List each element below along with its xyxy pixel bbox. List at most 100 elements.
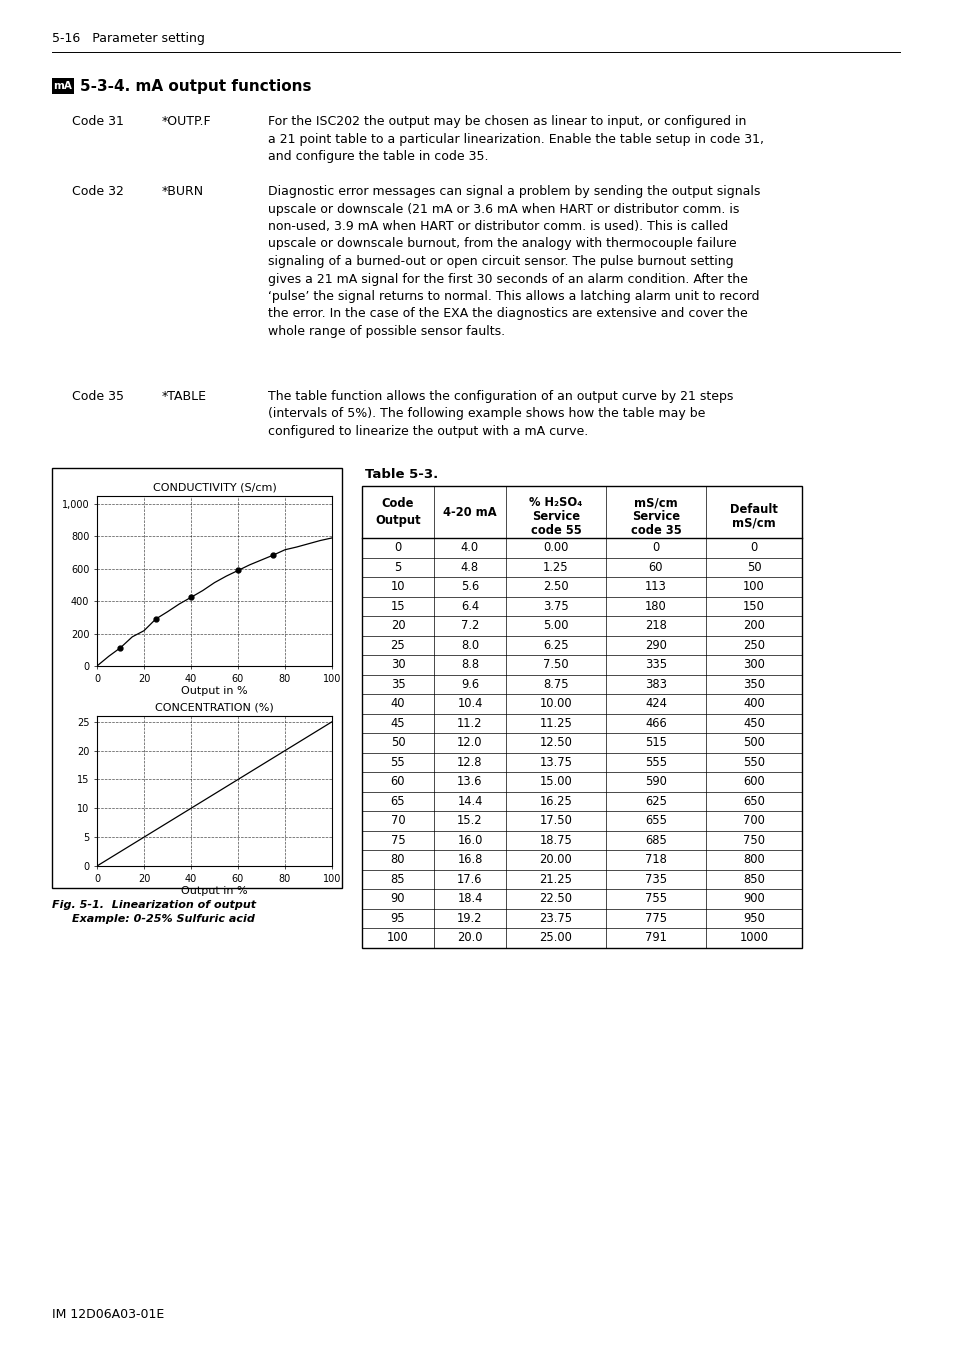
Text: 60: 60: [648, 560, 662, 574]
Text: 250: 250: [742, 639, 764, 652]
Text: 17.50: 17.50: [539, 814, 572, 828]
Text: 20.00: 20.00: [539, 853, 572, 867]
Text: 45: 45: [391, 717, 405, 730]
Text: 11.25: 11.25: [539, 717, 572, 730]
Text: 10.4: 10.4: [456, 697, 482, 710]
Text: 655: 655: [644, 814, 666, 828]
Text: 335: 335: [644, 659, 666, 671]
Text: 424: 424: [644, 697, 666, 710]
Text: 10: 10: [391, 580, 405, 593]
Text: 12.8: 12.8: [456, 756, 482, 768]
Text: 791: 791: [644, 931, 666, 944]
Text: *OUTP.F: *OUTP.F: [162, 115, 212, 128]
Text: 735: 735: [644, 872, 666, 886]
Text: 25.00: 25.00: [539, 931, 572, 944]
Text: 65: 65: [391, 795, 405, 807]
Text: 4-20 mA: 4-20 mA: [443, 505, 497, 518]
Text: 625: 625: [644, 795, 666, 807]
Text: mS/cm: mS/cm: [634, 495, 678, 509]
X-axis label: Output in %: Output in %: [181, 887, 248, 896]
Text: 11.2: 11.2: [456, 717, 482, 730]
Text: 775: 775: [644, 911, 666, 925]
Text: 5-16   Parameter setting: 5-16 Parameter setting: [52, 32, 205, 45]
Text: 16.0: 16.0: [456, 834, 482, 846]
Text: 15.00: 15.00: [539, 775, 572, 788]
Text: 5.6: 5.6: [460, 580, 478, 593]
Text: 50: 50: [746, 560, 760, 574]
Text: 200: 200: [742, 620, 764, 632]
Text: 8.75: 8.75: [542, 678, 568, 691]
Text: 800: 800: [742, 853, 764, 867]
Text: % H₂SO₄: % H₂SO₄: [529, 495, 582, 509]
Text: 218: 218: [644, 620, 666, 632]
Text: 9.6: 9.6: [460, 678, 478, 691]
Text: 13.75: 13.75: [539, 756, 572, 768]
Text: *TABLE: *TABLE: [162, 390, 207, 404]
Text: 13.6: 13.6: [456, 775, 482, 788]
Text: 16.8: 16.8: [456, 853, 482, 867]
Text: 18.4: 18.4: [456, 892, 482, 906]
Text: 555: 555: [644, 756, 666, 768]
Text: 20: 20: [391, 620, 405, 632]
Text: 8.0: 8.0: [460, 639, 478, 652]
Text: 18.75: 18.75: [539, 834, 572, 846]
Text: 100: 100: [742, 580, 764, 593]
Text: 150: 150: [742, 599, 764, 613]
Text: 35: 35: [390, 678, 405, 691]
Text: Example: 0-25% Sulfuric acid: Example: 0-25% Sulfuric acid: [71, 914, 254, 923]
Text: 1.25: 1.25: [542, 560, 568, 574]
Text: 25: 25: [390, 639, 405, 652]
Text: 21.25: 21.25: [539, 872, 572, 886]
Text: 2.50: 2.50: [542, 580, 568, 593]
Text: 5.00: 5.00: [542, 620, 568, 632]
Text: 718: 718: [644, 853, 666, 867]
Text: Code
Output: Code Output: [375, 497, 420, 526]
Text: 750: 750: [742, 834, 764, 846]
Text: 14.4: 14.4: [456, 795, 482, 807]
Title: CONDUCTIVITY (S/cm): CONDUCTIVITY (S/cm): [152, 482, 276, 493]
Text: 350: 350: [742, 678, 764, 691]
Text: Default: Default: [729, 504, 777, 516]
Text: 500: 500: [742, 736, 764, 749]
Text: Service: Service: [631, 510, 679, 522]
Text: 0: 0: [394, 541, 401, 555]
Text: Table 5-3.: Table 5-3.: [365, 468, 437, 481]
Text: IM 12D06A03-01E: IM 12D06A03-01E: [52, 1308, 164, 1322]
Text: 290: 290: [644, 639, 666, 652]
Text: Service: Service: [532, 510, 579, 522]
Text: 400: 400: [742, 697, 764, 710]
Text: 4.0: 4.0: [460, 541, 478, 555]
Text: 755: 755: [644, 892, 666, 906]
Text: 85: 85: [391, 872, 405, 886]
Text: 7.2: 7.2: [460, 620, 478, 632]
Text: 8.8: 8.8: [460, 659, 478, 671]
Text: 0.00: 0.00: [543, 541, 568, 555]
Bar: [52, 468, 341, 888]
Title: CONCENTRATION (%): CONCENTRATION (%): [155, 702, 274, 713]
Text: 20.0: 20.0: [456, 931, 482, 944]
Text: 6.4: 6.4: [460, 599, 478, 613]
Text: 600: 600: [742, 775, 764, 788]
Text: 300: 300: [742, 659, 764, 671]
Text: mA: mA: [53, 81, 72, 90]
Text: code 55: code 55: [530, 524, 580, 537]
Text: 650: 650: [742, 795, 764, 807]
Text: 0: 0: [652, 541, 659, 555]
Text: 1000: 1000: [739, 931, 768, 944]
X-axis label: Output in %: Output in %: [181, 686, 248, 697]
Text: 450: 450: [742, 717, 764, 730]
Text: 95: 95: [391, 911, 405, 925]
Text: 180: 180: [644, 599, 666, 613]
Text: 3.75: 3.75: [542, 599, 568, 613]
Text: 80: 80: [391, 853, 405, 867]
Text: 50: 50: [391, 736, 405, 749]
Text: 30: 30: [391, 659, 405, 671]
Text: 590: 590: [644, 775, 666, 788]
Text: Diagnostic error messages can signal a problem by sending the output signals
ups: Diagnostic error messages can signal a p…: [268, 185, 760, 338]
Text: 383: 383: [644, 678, 666, 691]
Text: For the ISC202 the output may be chosen as linear to input, or configured in
a 2: For the ISC202 the output may be chosen …: [268, 115, 763, 163]
Text: 12.0: 12.0: [456, 736, 482, 749]
Text: 515: 515: [644, 736, 666, 749]
Bar: [361, 486, 801, 948]
Text: 90: 90: [391, 892, 405, 906]
